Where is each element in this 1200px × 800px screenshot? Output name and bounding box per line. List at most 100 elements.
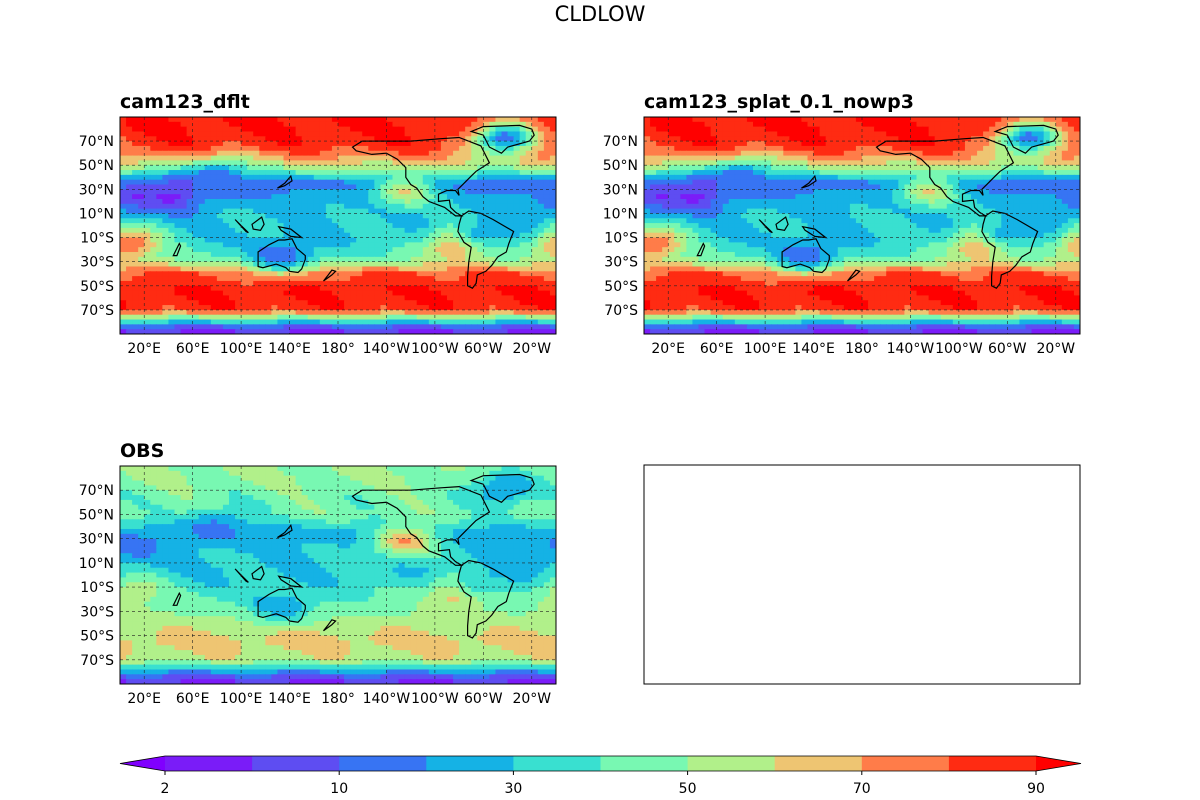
- heatmap-cell: [168, 314, 176, 321]
- heatmap-cell: [471, 155, 478, 161]
- heatmap-cell: [344, 300, 351, 306]
- heatmap-cell: [650, 131, 657, 137]
- heatmap-cell: [380, 194, 388, 200]
- heatmap-cell: [1031, 189, 1039, 195]
- heatmap-cell: [380, 141, 388, 147]
- heatmap-cell: [537, 314, 545, 321]
- heatmap-cell: [483, 329, 490, 334]
- heatmap-cell: [229, 145, 236, 152]
- heatmap-cell: [410, 319, 418, 325]
- heatmap-cell: [644, 117, 651, 123]
- heatmap-cell: [874, 174, 881, 181]
- heatmap-cell: [946, 184, 954, 190]
- heatmap-cell: [210, 145, 218, 152]
- heatmap-cell: [662, 155, 669, 161]
- heatmap-cell: [459, 309, 466, 316]
- heatmap-cell: [783, 213, 790, 219]
- heatmap-cell: [186, 324, 194, 330]
- heatmap-cell: [1007, 198, 1014, 205]
- heatmap-cell: [543, 121, 551, 128]
- heatmap-cell: [513, 126, 521, 133]
- heatmap-cell: [813, 117, 821, 123]
- heatmap-cell: [180, 160, 188, 166]
- heatmap-cell: [307, 198, 315, 205]
- heatmap-cell: [753, 189, 760, 195]
- heatmap-cell: [777, 136, 784, 142]
- heatmap-cell: [1019, 126, 1027, 133]
- heatmap-cell: [1013, 189, 1021, 195]
- heatmap-cell: [192, 329, 200, 334]
- heatmap-cell: [222, 242, 230, 248]
- heatmap-cell: [319, 121, 327, 128]
- heatmap-cell: [301, 314, 309, 321]
- heatmap-cell: [940, 121, 948, 128]
- heatmap-cell: [513, 160, 521, 166]
- heatmap-cell: [934, 218, 942, 224]
- heatmap-cell: [477, 329, 484, 334]
- heatmap-cell: [453, 145, 460, 152]
- heatmap-cell: [789, 179, 796, 186]
- heatmap-cell: [543, 237, 551, 243]
- heatmap-cell: [513, 242, 521, 248]
- heatmap-cell: [198, 218, 206, 224]
- heatmap-cell: [934, 208, 942, 215]
- heatmap-cell: [525, 155, 533, 161]
- heatmap-cell: [198, 271, 206, 277]
- heatmap-cell: [825, 160, 833, 166]
- heatmap-cell: [759, 155, 766, 161]
- heatmap-cell: [783, 198, 790, 205]
- heatmap-cell: [1043, 170, 1051, 176]
- heatmap-cell: [698, 136, 706, 142]
- heatmap-cell: [428, 227, 436, 234]
- heatmap-cell: [307, 247, 315, 253]
- heatmap-cell: [1025, 174, 1033, 181]
- heatmap-cell: [374, 309, 381, 316]
- heatmap-cell: [174, 184, 182, 190]
- heatmap-cell: [180, 309, 188, 316]
- heatmap-cell: [168, 329, 176, 334]
- heatmap-cell: [162, 141, 170, 147]
- heatmap-cell: [825, 117, 833, 123]
- heatmap-cell: [186, 117, 194, 123]
- heatmap-cell: [507, 141, 515, 147]
- heatmap-cell: [453, 227, 460, 234]
- heatmap-cell: [531, 184, 539, 190]
- heatmap-cell: [138, 198, 145, 205]
- heatmap-cell: [549, 227, 556, 234]
- heatmap-cell: [235, 223, 242, 229]
- heatmap-cell: [150, 324, 157, 330]
- heatmap-cell: [386, 136, 394, 142]
- heatmap-cell: [313, 136, 321, 142]
- heatmap-cell: [204, 198, 212, 205]
- heatmap-cell: [265, 150, 272, 157]
- heatmap-cell: [849, 174, 857, 181]
- heatmap-cell: [229, 290, 236, 297]
- heatmap-cell: [265, 121, 272, 128]
- heatmap-cell: [483, 261, 490, 268]
- heatmap-cell: [837, 213, 845, 219]
- heatmap-cell: [453, 266, 460, 272]
- heatmap-cell: [392, 126, 400, 133]
- heatmap-cell: [277, 319, 285, 325]
- heatmap-cell: [862, 160, 869, 166]
- heatmap-cell: [819, 208, 827, 215]
- heatmap-cell: [168, 150, 176, 157]
- heatmap-cell: [204, 170, 212, 176]
- heatmap-cell: [704, 121, 712, 128]
- heatmap-cell: [416, 261, 424, 268]
- heatmap-cell: [525, 126, 533, 133]
- heatmap-cell: [934, 150, 942, 157]
- heatmap-cell: [1061, 141, 1069, 147]
- heatmap-cell: [668, 117, 675, 123]
- heatmap-cell: [156, 237, 163, 243]
- heatmap-cell: [235, 141, 242, 147]
- heatmap-cell: [204, 136, 212, 142]
- heatmap-cell: [465, 189, 472, 195]
- heatmap-cell: [338, 141, 345, 147]
- heatmap-cell: [465, 280, 472, 287]
- heatmap-cell: [543, 145, 551, 152]
- heatmap-cell: [656, 117, 663, 123]
- heatmap-cell: [168, 280, 176, 287]
- heatmap-cell: [265, 145, 272, 152]
- heatmap-cell: [428, 179, 436, 186]
